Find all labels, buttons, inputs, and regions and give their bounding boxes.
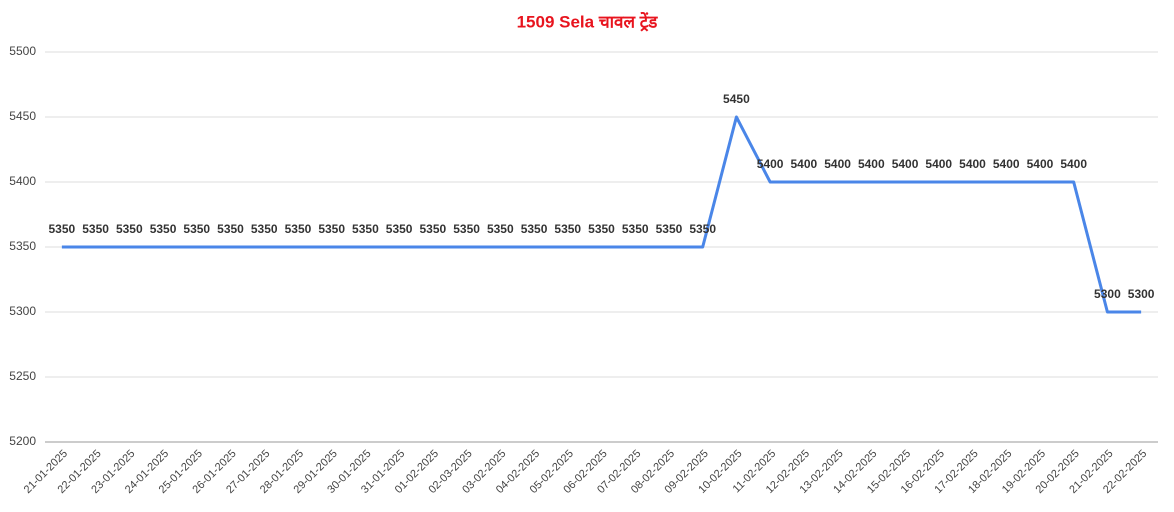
data-label: 5450: [723, 92, 750, 106]
y-tick-label: 5400: [9, 174, 36, 188]
data-label: 5400: [959, 157, 986, 171]
chart-title: 1509 Sela चावल ट्रेंड: [517, 11, 659, 31]
data-label: 5350: [487, 222, 514, 236]
y-tick-label: 5200: [9, 434, 36, 448]
data-label: 5400: [757, 157, 784, 171]
y-tick-label: 5350: [9, 239, 36, 253]
data-label: 5350: [420, 222, 447, 236]
data-label: 5350: [352, 222, 379, 236]
data-label: 5300: [1094, 287, 1121, 301]
y-tick-label: 5250: [9, 369, 36, 383]
data-label: 5300: [1128, 287, 1155, 301]
data-label: 5350: [318, 222, 345, 236]
y-tick-label: 5450: [9, 109, 36, 123]
data-line: [61, 115, 1142, 314]
data-label: 5350: [82, 222, 109, 236]
data-label: 5350: [554, 222, 581, 236]
data-label: 5400: [858, 157, 885, 171]
data-label: 5350: [386, 222, 413, 236]
data-label: 5350: [453, 222, 480, 236]
data-label: 5400: [1060, 157, 1087, 171]
data-label: 5350: [251, 222, 278, 236]
data-label: 5350: [656, 222, 683, 236]
data-label: 5350: [521, 222, 548, 236]
data-label: 5400: [824, 157, 851, 171]
data-label: 5350: [689, 222, 716, 236]
y-tick-label: 5500: [9, 44, 36, 58]
data-label: 5350: [49, 222, 76, 236]
y-tick-label: 5300: [9, 304, 36, 318]
data-label: 5400: [791, 157, 818, 171]
data-label: 5350: [217, 222, 244, 236]
data-label: 5350: [285, 222, 312, 236]
data-label: 5400: [925, 157, 952, 171]
data-label: 5350: [150, 222, 177, 236]
data-label: 5350: [622, 222, 649, 236]
data-label: 5400: [993, 157, 1020, 171]
data-label: 5400: [1027, 157, 1054, 171]
data-label: 5350: [588, 222, 615, 236]
data-label: 5350: [183, 222, 210, 236]
data-label: 5400: [892, 157, 919, 171]
data-label: 5350: [116, 222, 143, 236]
